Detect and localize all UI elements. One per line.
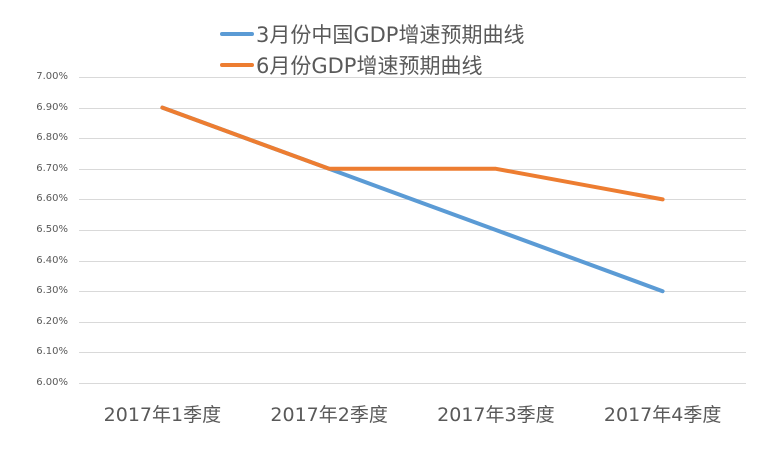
y-tick-label: 6.80% [36,131,68,143]
legend-item-june: 6月份GDP增速预期曲线 [220,49,524,80]
x-tick-label: 2017年4季度 [603,404,722,426]
y-tick-label: 6.00% [36,376,68,388]
x-tick-label: 2017年2季度 [270,404,388,426]
y-tick-label: 6.60% [36,192,68,204]
y-tick-label: 6.90% [36,101,68,113]
y-tick-label: 6.10% [36,345,68,357]
legend-label: 6月份GDP增速预期曲线 [256,53,483,78]
gridlines [79,77,746,384]
y-tick-label: 7.00% [36,70,68,82]
legend: 3月份中国GDP增速预期曲线 6月份GDP增速预期曲线 [220,18,524,80]
legend-swatch-icon [220,31,254,36]
x-tick-label: 2017年3季度 [437,404,555,426]
y-tick-label: 6.30% [36,284,68,296]
y-tick-label: 6.20% [36,315,68,327]
legend-item-march: 3月份中国GDP增速预期曲线 [220,18,524,49]
legend-swatch-icon [220,62,254,67]
y-tick-label: 6.50% [36,223,68,235]
series-line-1 [160,105,665,202]
y-tick-label: 6.70% [36,162,68,174]
legend-label: 3月份中国GDP增速预期曲线 [256,22,525,47]
series-lines [160,105,665,294]
x-tick-label: 2017年1季度 [103,404,222,426]
y-tick-label: 6.40% [36,254,68,266]
